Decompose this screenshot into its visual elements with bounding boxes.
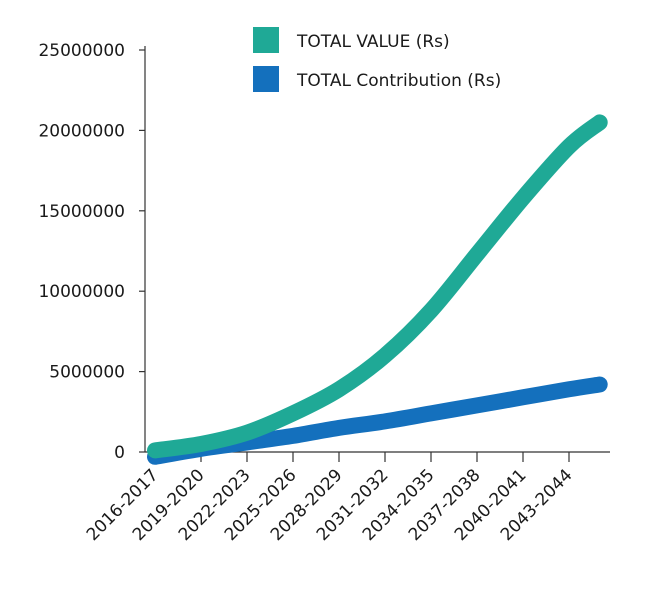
legend-label: TOTAL Contribution (Rs) bbox=[296, 71, 501, 91]
y-tick-label: 15000000 bbox=[38, 202, 125, 222]
legend-swatch bbox=[253, 27, 279, 53]
chart-legend: TOTAL VALUE (Rs) TOTAL Contribution (Rs) bbox=[253, 27, 501, 92]
y-tick-label: 0 bbox=[114, 443, 125, 463]
legend-label: TOTAL VALUE (Rs) bbox=[296, 32, 450, 52]
series-line bbox=[147, 114, 608, 459]
legend-swatch bbox=[253, 66, 279, 92]
y-tick-label: 5000000 bbox=[49, 363, 125, 383]
y-tick-label: 20000000 bbox=[38, 121, 125, 141]
chart-axes: 0 5000000 10000000 15000000 20000000 25000000… bbox=[38, 41, 610, 545]
y-tick-label: 10000000 bbox=[38, 282, 125, 302]
y-tick-label: 25000000 bbox=[38, 41, 125, 61]
chart-series bbox=[147, 114, 608, 465]
